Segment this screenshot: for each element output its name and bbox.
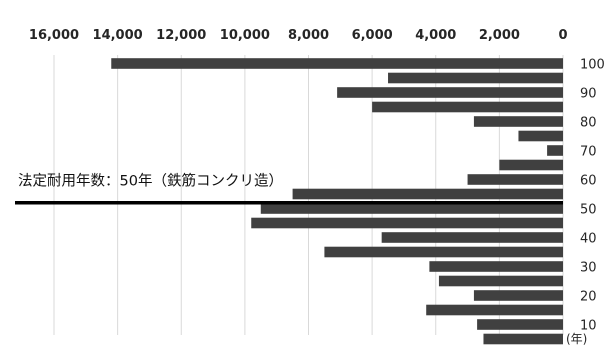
bar	[483, 333, 563, 345]
bar	[426, 304, 563, 316]
bar	[473, 116, 563, 127]
bars	[111, 58, 564, 345]
x-axis-tick-labels: 16,000 14,000 12,000 10,000 8,000 6,000 4,000 2…	[29, 28, 568, 43]
x-tick-label: 6,000	[352, 28, 393, 43]
bar	[547, 145, 563, 156]
bar	[251, 217, 564, 229]
y-tick-label: 20	[580, 290, 597, 305]
bar	[111, 58, 563, 69]
bar	[429, 261, 563, 272]
bar	[388, 72, 563, 84]
y-axis-tick-labels: 100 90 80 70 60 50 40 30 20 10	[580, 58, 605, 334]
x-tick-label: 10,000	[220, 28, 270, 43]
x-tick-label: 14,000	[93, 28, 143, 43]
bar	[518, 130, 563, 142]
y-tick-label: 30	[580, 261, 597, 276]
y-tick-label: 60	[580, 174, 597, 189]
bar	[467, 174, 563, 185]
bar	[260, 203, 563, 214]
x-tick-label: 8,000	[288, 28, 329, 43]
x-tick-label: 16,000	[29, 28, 79, 43]
y-axis-unit: (年)	[566, 332, 587, 346]
y-tick-label: 40	[580, 232, 597, 247]
y-tick-label: 80	[580, 116, 597, 131]
bar	[381, 232, 563, 243]
x-tick-label: 4,000	[415, 28, 456, 43]
x-tick-label: 2,000	[479, 28, 520, 43]
reference-line-label: 法定耐用年数：50年（鉄筋コンクリ造）	[18, 173, 283, 190]
bar	[499, 159, 563, 171]
y-tick-label: 10	[580, 319, 597, 334]
bar	[473, 290, 563, 301]
bar	[324, 246, 563, 258]
bar	[292, 188, 563, 200]
bar	[438, 275, 563, 287]
y-tick-label: 70	[580, 145, 597, 160]
y-tick-label: 100	[580, 58, 605, 73]
bar	[337, 87, 563, 98]
x-tick-label: 12,000	[156, 28, 206, 43]
y-tick-label: 50	[580, 203, 597, 218]
y-tick-label: 90	[580, 87, 597, 102]
bar	[372, 101, 563, 113]
x-tick-label: 0	[558, 28, 567, 43]
bar	[477, 319, 563, 330]
